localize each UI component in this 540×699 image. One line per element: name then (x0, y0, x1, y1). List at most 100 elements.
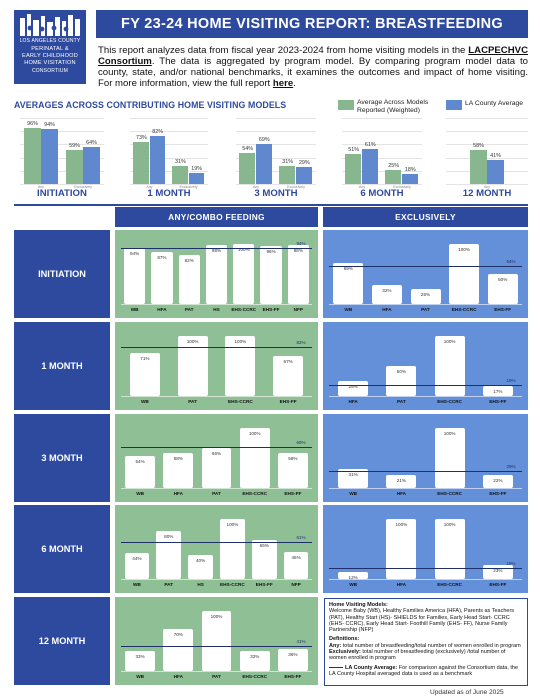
avg-chart-title: 12 MONTH (462, 188, 512, 199)
model-bar (125, 455, 155, 488)
intro-paragraph: This report analyzes data from fiscal ye… (98, 45, 528, 89)
model-bar-label: HS (197, 582, 204, 587)
la-county-benchmark-line (329, 384, 522, 386)
gridline (20, 157, 104, 159)
avg-bar (487, 160, 504, 184)
panel-any: 54% WB 58% HFA 66% PAT 100% EHS-CCRC 58% EHS-FF 69… (115, 414, 318, 502)
definitions-box: Home Visiting Models: Welcome Baby (WB),… (324, 598, 528, 686)
panel-exclusively: 69% WB 32% HFA 25% PAT 100% EHS-CCRC 50% EHS-FF 64… (323, 230, 528, 318)
model-bar-label: HFA (396, 491, 407, 496)
model-bar (283, 552, 309, 579)
panel-exclusively: 12% WB 100% HFA 100% EHS-CCRC 23% EHS-FF 18% (323, 505, 528, 593)
model-bar-value: 25% (348, 384, 358, 389)
la-county-benchmark-line (121, 446, 312, 448)
model-bar (201, 448, 232, 488)
model-bar (163, 453, 194, 488)
gridline (236, 118, 316, 119)
avg-category-label: Exclusively (179, 185, 198, 189)
panel-exclusively: 31% WB 21% HFA 100% EHS-CCRC 22% EHS-FF 29% (323, 414, 528, 502)
avg-bar (402, 173, 419, 184)
model-bar (156, 531, 182, 579)
averages-title: AVERAGES ACROSS CONTRIBUTING HOME VISITI… (14, 100, 287, 110)
model-bar (386, 475, 417, 488)
legend-weighted: Average Across Models Reported (Weighted… (338, 99, 438, 114)
model-bar-value: 31% (348, 472, 358, 478)
model-bar-label: HFA (173, 674, 183, 679)
model-bar-label: WB (140, 399, 149, 404)
la-county-benchmark-line (329, 265, 522, 267)
model-bar (386, 366, 417, 396)
gridline (130, 170, 208, 172)
model-bar (125, 651, 155, 671)
benchmark-value: 82% (296, 339, 306, 345)
gridline (236, 170, 316, 172)
benchmark-value: 29% (506, 463, 516, 469)
intro-text-2: . The data is aggregated by program mode… (98, 56, 528, 90)
model-bar-value: 100% (186, 339, 199, 344)
model-bar-label: EHS-FF (284, 491, 302, 496)
model-bar-label: EHS-FF (262, 307, 280, 312)
model-bar (201, 611, 232, 671)
model-bar-value: 23% (493, 568, 503, 574)
avg-bar-value: 31% (282, 159, 294, 166)
avg-bar (188, 172, 205, 184)
avg-bar-value: 41% (490, 153, 501, 160)
benchmark-value: 94% (296, 240, 306, 246)
model-bar-label: NFP (291, 582, 301, 587)
avg-bar-value: 69% (258, 136, 270, 143)
la-county-benchmark-line (121, 646, 312, 648)
avg-chart-4: 58% 41% Any (446, 118, 528, 189)
benchmark-line-icon (329, 666, 343, 668)
model-bar (124, 552, 150, 579)
gridline (130, 184, 208, 185)
legend-county-label: LA County Average (465, 100, 524, 107)
model-bar-label: WB (130, 307, 139, 312)
gridline (342, 184, 422, 185)
benchmark-value: 18% (506, 561, 516, 567)
avg-bar (296, 167, 313, 184)
avg-bar-value: 18% (404, 166, 416, 173)
model-bar-label: HFA (348, 399, 358, 404)
full-report-link[interactable]: here (272, 78, 294, 90)
avg-bar-value: 25% (388, 162, 400, 169)
legend-weighted-label: Average Across Models Reported (Weighted… (357, 99, 429, 114)
avg-bar-value: 29% (298, 160, 310, 167)
gridline (446, 157, 528, 159)
model-bar (205, 245, 228, 304)
gridline (20, 131, 104, 133)
gridline (342, 170, 422, 172)
model-bar-value: 67% (283, 358, 293, 364)
avg-bar (470, 150, 487, 184)
benchmark-value: 69% (296, 439, 306, 445)
panel-axis (329, 396, 522, 397)
consortium-link[interactable]: LACPECHVC Consortium (98, 45, 528, 68)
model-bar (239, 428, 270, 488)
model-bar-label: HFA (157, 307, 167, 312)
model-bar-label: WB (349, 491, 358, 496)
model-bar-value: 87% (157, 254, 167, 260)
gridline (236, 144, 316, 146)
model-bar-label: EHS-FF (494, 307, 512, 312)
model-bar-label: EHS-FF (284, 674, 302, 679)
model-bar-label: PAT (212, 674, 221, 679)
updated-date: Updated as of June 2025 (430, 689, 504, 696)
avg-category-label: Exclusively (74, 185, 92, 189)
model-bar (434, 428, 465, 488)
model-bar (151, 251, 173, 304)
avg-chart-2: 54% 69% Any 31% 29% Exclusively (236, 118, 316, 189)
model-bar-label: EHS-FF (255, 582, 273, 587)
row-label: 6 MONTH (14, 505, 110, 593)
gridline (236, 131, 316, 133)
model-bar (338, 571, 369, 579)
avg-bar (83, 146, 100, 184)
model-bar (410, 289, 441, 304)
model-bar-value: 44% (132, 555, 142, 561)
model-bar-label: WB (136, 491, 144, 496)
any-term: Any: (329, 642, 342, 649)
panel-axis (329, 488, 522, 489)
model-bar-label: PAT (212, 491, 221, 496)
gridline (20, 144, 104, 146)
model-bar-value: 100% (234, 339, 247, 344)
model-bar-value: 100% (210, 614, 223, 619)
la-county-term: LA County Average: (345, 664, 398, 671)
